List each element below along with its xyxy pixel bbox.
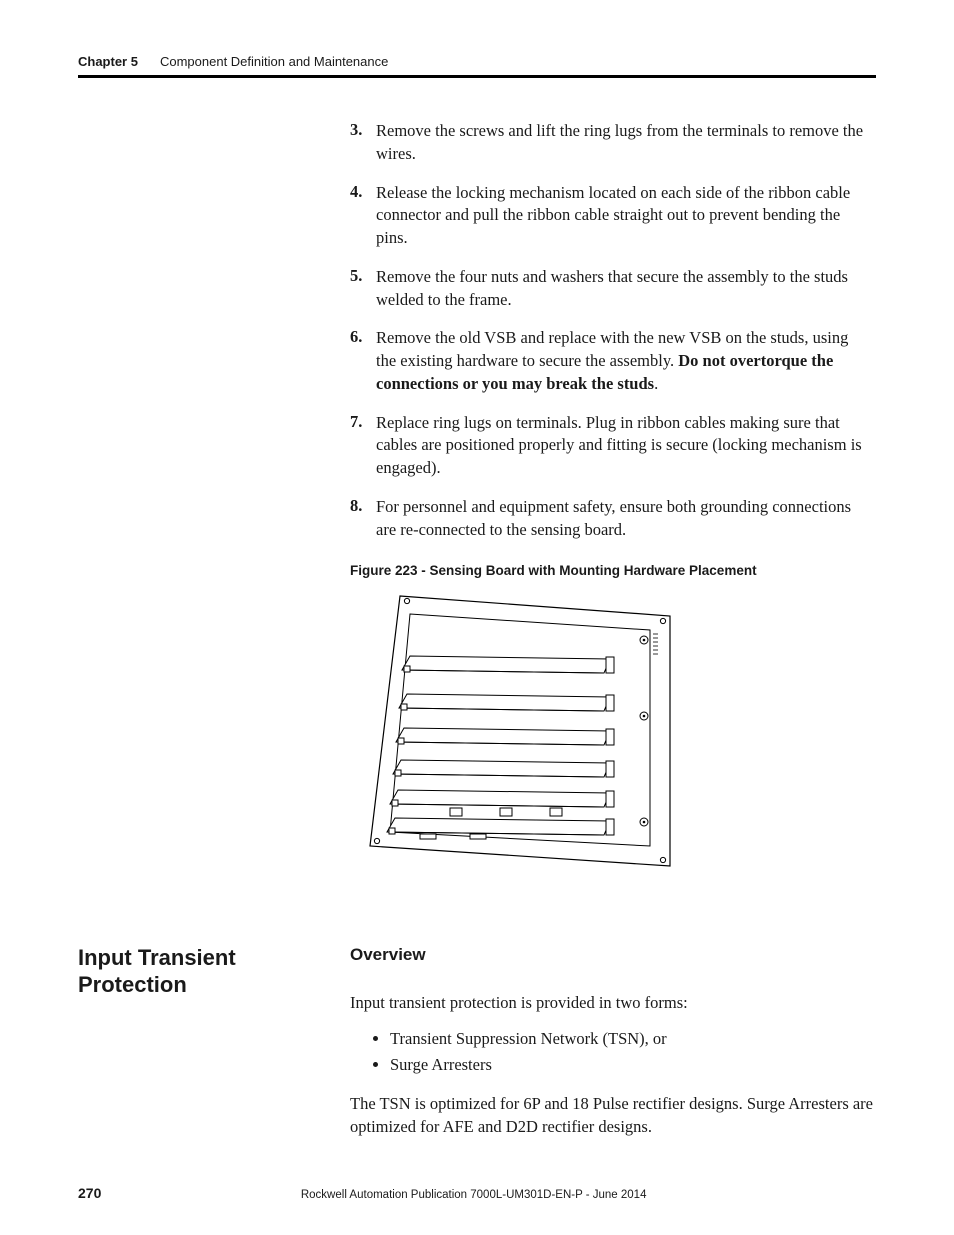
step-number: 7. bbox=[350, 412, 376, 480]
bullet-list: Transient Suppression Network (TSN), or … bbox=[390, 1027, 876, 1079]
page: Chapter 5 Component Definition and Maint… bbox=[0, 0, 954, 1235]
section-body: Overview Input transient protection is p… bbox=[350, 945, 876, 1150]
step-text-post: . bbox=[654, 374, 658, 393]
step-text: For personnel and equipment safety, ensu… bbox=[376, 496, 870, 542]
section-subheading: Overview bbox=[350, 945, 876, 965]
step-item: 4. Release the locking mechanism located… bbox=[350, 182, 870, 250]
publication-id: Rockwell Automation Publication 7000L-UM… bbox=[101, 1189, 846, 1201]
figure-caption: Figure 223 - Sensing Board with Mounting… bbox=[350, 563, 876, 578]
chapter-title: Component Definition and Maintenance bbox=[160, 54, 388, 69]
body-content: 3. Remove the screws and lift the ring l… bbox=[78, 120, 876, 1150]
running-header: Chapter 5 Component Definition and Maint… bbox=[78, 54, 876, 69]
numbered-steps: 3. Remove the screws and lift the ring l… bbox=[350, 120, 870, 541]
step-item: 3. Remove the screws and lift the ring l… bbox=[350, 120, 870, 166]
step-item: 6. Remove the old VSB and replace with t… bbox=[350, 327, 870, 395]
step-text: Remove the old VSB and replace with the … bbox=[376, 327, 870, 395]
step-number: 6. bbox=[350, 327, 376, 395]
intro-paragraph: Input transient protection is provided i… bbox=[350, 991, 876, 1014]
figure-diagram bbox=[350, 586, 876, 891]
step-item: 8. For personnel and equipment safety, e… bbox=[350, 496, 870, 542]
step-number: 5. bbox=[350, 266, 376, 312]
step-number: 8. bbox=[350, 496, 376, 542]
header-rule bbox=[78, 75, 876, 78]
outro-paragraph: The TSN is optimized for 6P and 18 Pulse… bbox=[350, 1092, 876, 1138]
page-footer: 270 Rockwell Automation Publication 7000… bbox=[78, 1185, 876, 1201]
section-two-column: Input Transient Protection Overview Inpu… bbox=[78, 945, 876, 1150]
list-item: Transient Suppression Network (TSN), or bbox=[390, 1027, 876, 1052]
step-text: Remove the screws and lift the ring lugs… bbox=[376, 120, 870, 166]
step-text: Remove the four nuts and washers that se… bbox=[376, 266, 870, 312]
step-text: Replace ring lugs on terminals. Plug in … bbox=[376, 412, 870, 480]
step-item: 7. Replace ring lugs on terminals. Plug … bbox=[350, 412, 870, 480]
step-number: 4. bbox=[350, 182, 376, 250]
step-text: Release the locking mechanism located on… bbox=[376, 182, 870, 250]
sensing-board-svg bbox=[350, 586, 680, 886]
step-item: 5. Remove the four nuts and washers that… bbox=[350, 266, 870, 312]
section-heading: Input Transient Protection bbox=[78, 945, 350, 1150]
step-number: 3. bbox=[350, 120, 376, 166]
chapter-label: Chapter 5 bbox=[78, 54, 138, 69]
list-item: Surge Arresters bbox=[390, 1053, 876, 1078]
page-number: 270 bbox=[78, 1185, 101, 1201]
